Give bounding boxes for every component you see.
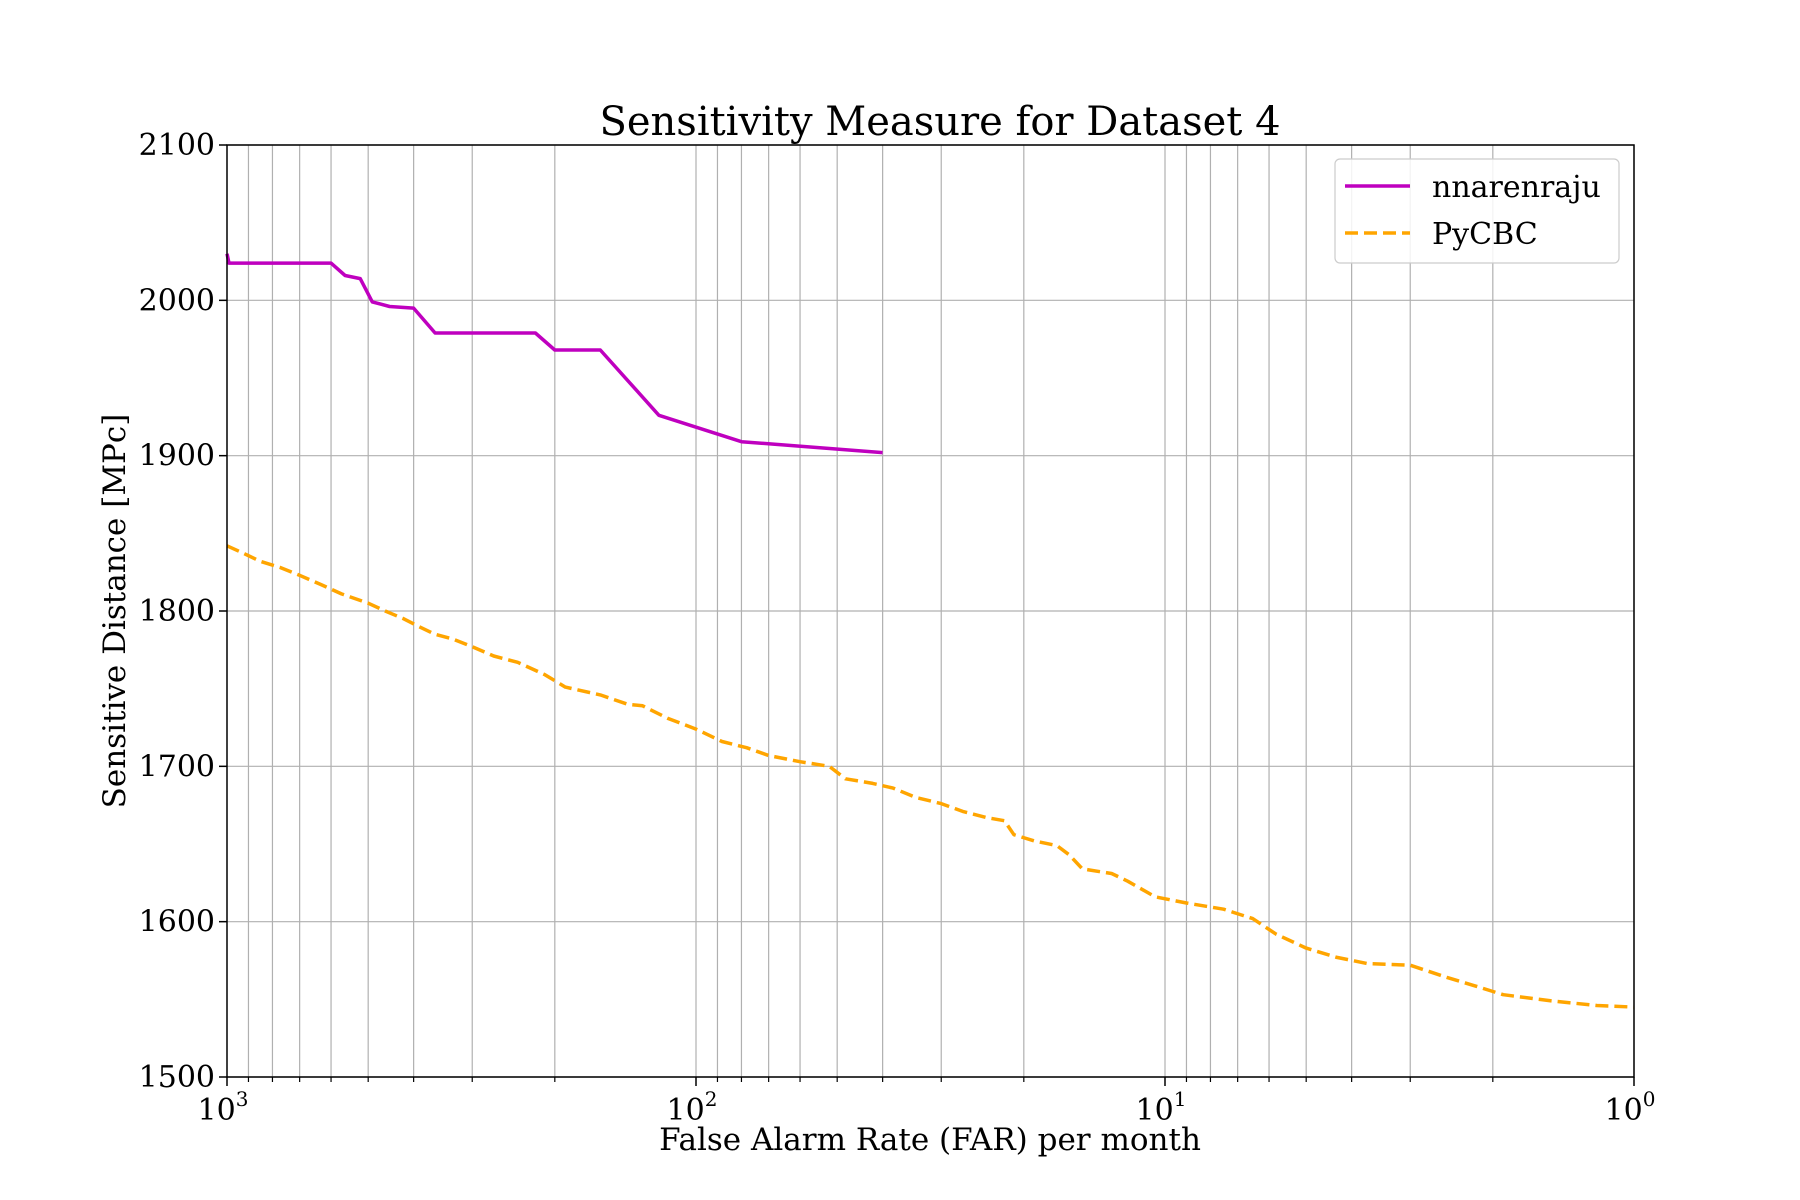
series-line-nnarenraju: [225, 253, 883, 455]
y-tick-label: 1500: [139, 1060, 215, 1095]
x-tick-label: 101: [1136, 1087, 1187, 1128]
series-line-pycbc: [226, 544, 1635, 1009]
chart-title: Sensitivity Measure for Dataset 4: [599, 99, 1280, 145]
x-tick-label: 102: [667, 1087, 718, 1128]
legend: nnarenraju PyCBC: [1334, 158, 1620, 264]
x-axis-label: False Alarm Rate (FAR) per month: [659, 1122, 1201, 1158]
y-tick-label: 2000: [139, 283, 215, 318]
x-tick-label: 100: [1605, 1087, 1656, 1128]
legend-label-nnarenraju: nnarenraju: [1432, 170, 1601, 205]
y-tick-label: 2100: [139, 128, 215, 163]
y-tick-label: 1800: [139, 594, 215, 629]
y-axis-ticks: 1500 1600 1700 1800 1900 2000 2100: [139, 128, 227, 1095]
y-tick-label: 1600: [139, 905, 215, 940]
y-tick-label: 1700: [139, 749, 215, 784]
grid: [227, 144, 1635, 1078]
y-axis-label: Sensitive Distance [MPc]: [97, 414, 133, 809]
series-layer: [225, 253, 1635, 1009]
x-tick-label: 103: [198, 1087, 249, 1128]
x-axis-ticks: 103 102 101 100: [198, 1077, 1656, 1128]
legend-label-pycbc: PyCBC: [1432, 217, 1538, 252]
y-tick-label: 1900: [139, 439, 215, 474]
